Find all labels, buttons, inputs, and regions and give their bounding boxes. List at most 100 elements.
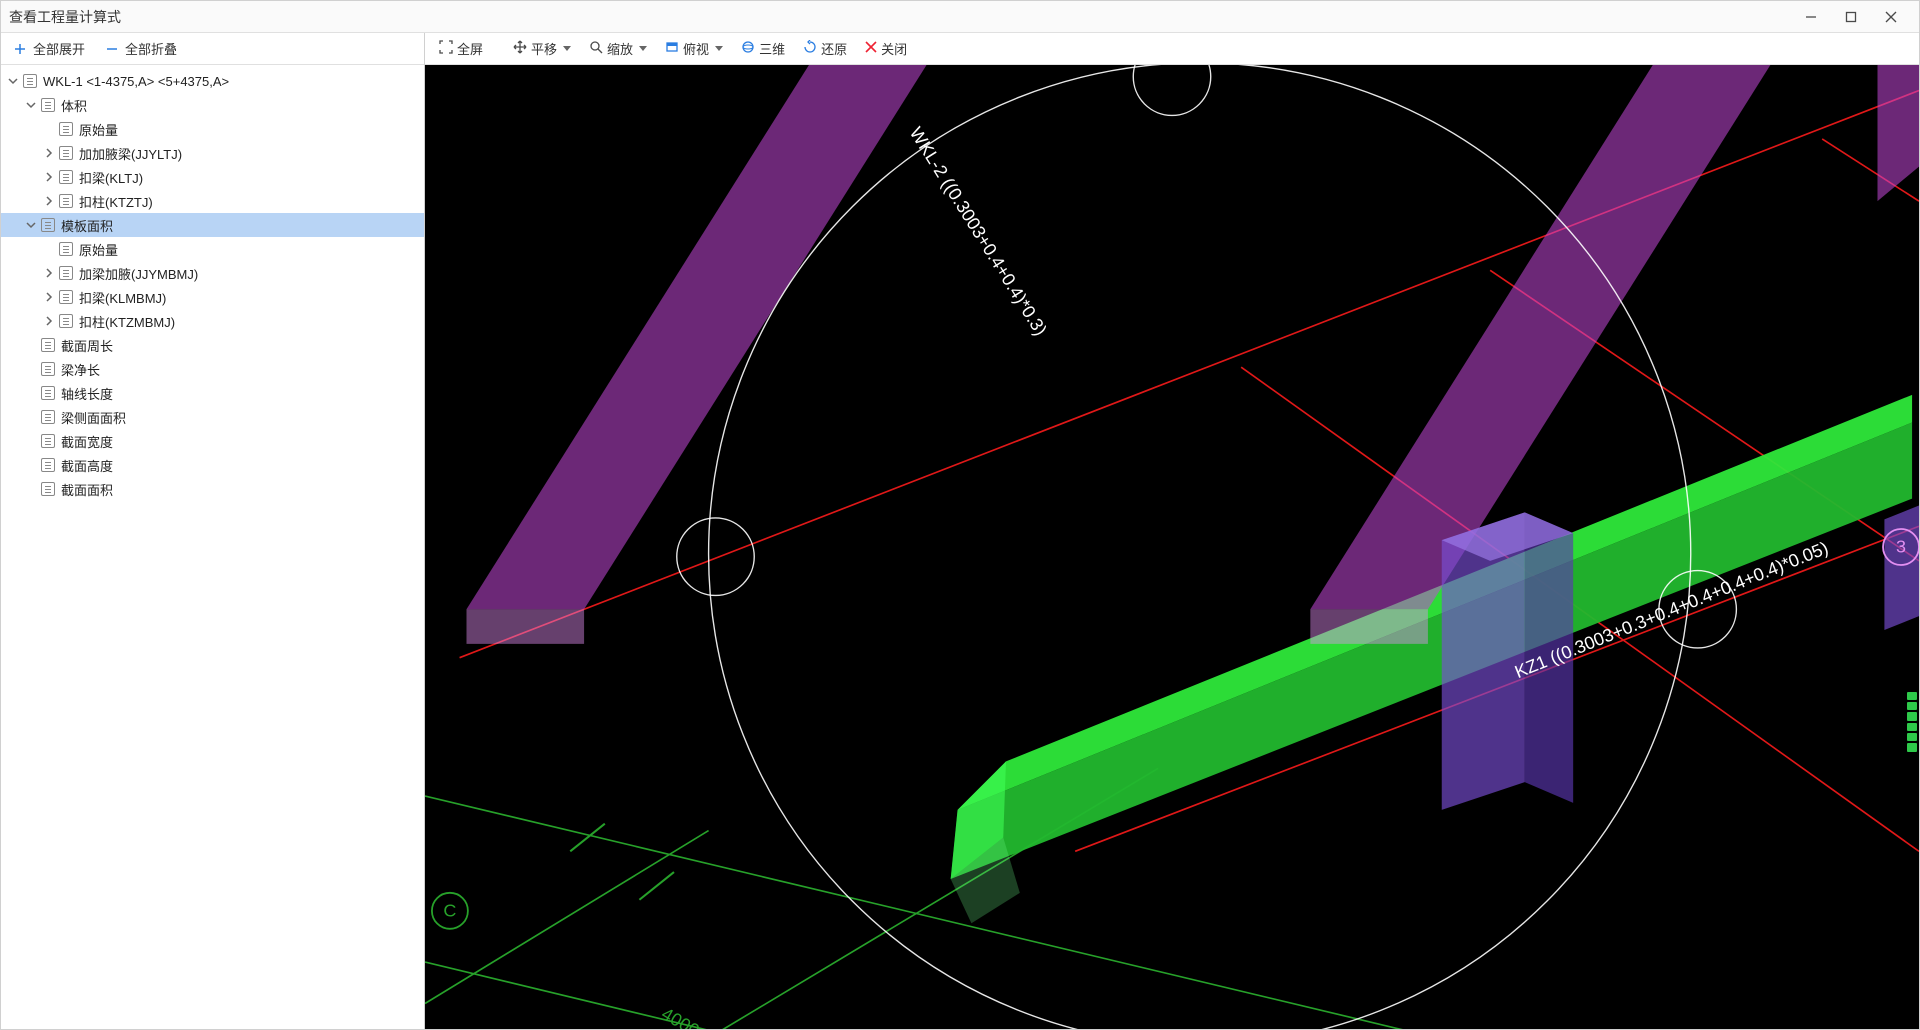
window-title: 查看工程量计算式	[9, 7, 1791, 27]
list-icon	[23, 74, 37, 88]
tree-item[interactable]: 扣柱(KTZMBMJ)	[1, 309, 424, 333]
tree-item-label: 体积	[61, 96, 87, 115]
close-label: 关闭	[881, 39, 907, 58]
right-toolbar: 全屏 平移 缩放	[425, 33, 1919, 65]
zoom-button[interactable]: 缩放	[581, 36, 655, 61]
tree[interactable]: WKL-1 <1-4375,A> <5+4375,A>体积原始量加加腋梁(JJY…	[1, 65, 424, 1029]
list-icon	[59, 122, 73, 136]
three-d-icon	[741, 40, 755, 57]
tree-item-label: 截面宽度	[61, 432, 113, 451]
tree-item-label: 加加腋梁(JJYLTJ)	[79, 144, 182, 163]
tree-item-label: 加梁加腋(JJYMBMJ)	[79, 264, 198, 283]
tree-toggle-icon[interactable]	[41, 289, 57, 305]
tree-item-label: 截面高度	[61, 456, 113, 475]
viewport-3d[interactable]: CB1234000WKL-2 ((0.3003+0.4+0.4)*0.3)KZ1…	[425, 65, 1919, 1029]
chevron-down-icon	[639, 46, 647, 51]
tree-item-label: 扣柱(KTZMBMJ)	[79, 312, 175, 331]
list-icon	[59, 266, 73, 280]
fullscreen-button[interactable]: 全屏	[431, 36, 491, 61]
content: 全部展开 全部折叠 WKL-1 <1-4375,A> <5+4375,A> 体积原…	[1, 33, 1919, 1029]
tree-item[interactable]: 体积	[1, 93, 424, 117]
tree-toggle-icon[interactable]	[5, 73, 21, 89]
tree-item[interactable]: 截面高度	[1, 453, 424, 477]
list-icon	[59, 242, 73, 256]
close-button[interactable]	[1871, 3, 1911, 31]
left-toolbar: 全部展开 全部折叠	[1, 33, 424, 65]
tree-item-label: 扣柱(KTZTJ)	[79, 192, 153, 211]
list-icon	[41, 98, 55, 112]
list-icon	[59, 314, 73, 328]
right-panel: 全屏 平移 缩放	[425, 33, 1919, 1029]
tree-item-label: 模板面积	[61, 216, 113, 235]
collapse-all-button[interactable]: 全部折叠	[101, 37, 181, 60]
pan-icon	[513, 40, 527, 57]
list-icon	[41, 338, 55, 352]
list-icon	[41, 482, 55, 496]
tree-item[interactable]: 截面周长	[1, 333, 424, 357]
tree-item[interactable]: 截面面积	[1, 477, 424, 501]
top-view-button[interactable]: 俯视	[657, 36, 731, 61]
svg-text:3: 3	[1896, 537, 1906, 557]
pan-label: 平移	[531, 39, 557, 58]
restore-button[interactable]: 还原	[795, 36, 855, 61]
mini-scroll-indicator	[1907, 692, 1917, 752]
tree-item[interactable]: 扣梁(KLTJ)	[1, 165, 424, 189]
tree-item[interactable]: 梁侧面面积	[1, 405, 424, 429]
three-d-button[interactable]: 三维	[733, 36, 793, 61]
zoom-icon	[589, 40, 603, 57]
tree-toggle-icon[interactable]	[23, 217, 39, 233]
chevron-down-icon	[563, 46, 571, 51]
close-icon	[865, 41, 877, 56]
tree-toggle-icon[interactable]	[23, 97, 39, 113]
tree-toggle-icon[interactable]	[41, 265, 57, 281]
tree-item[interactable]: 扣柱(KTZTJ)	[1, 189, 424, 213]
tree-item[interactable]: 模板面积	[1, 213, 424, 237]
tree-item-label: 梁净长	[61, 360, 100, 379]
fullscreen-icon	[439, 40, 453, 57]
tree-item-label: 梁侧面面积	[61, 408, 126, 427]
left-panel: 全部展开 全部折叠 WKL-1 <1-4375,A> <5+4375,A> 体积原…	[1, 33, 425, 1029]
tree-toggle-icon[interactable]	[41, 193, 57, 209]
tree-item[interactable]: 原始量	[1, 237, 424, 261]
tree-item-label: 截面面积	[61, 480, 113, 499]
list-icon	[41, 458, 55, 472]
tree-item-label: 原始量	[79, 240, 118, 259]
expand-all-label: 全部展开	[33, 39, 85, 58]
tree-toggle-icon[interactable]	[41, 313, 57, 329]
list-icon	[59, 194, 73, 208]
list-icon	[41, 386, 55, 400]
pan-button[interactable]: 平移	[505, 36, 579, 61]
three-d-label: 三维	[759, 39, 785, 58]
list-icon	[59, 290, 73, 304]
top-view-icon	[665, 40, 679, 57]
tree-item[interactable]: 扣梁(KLMBMJ)	[1, 285, 424, 309]
restore-label: 还原	[821, 39, 847, 58]
tree-item-label: 轴线长度	[61, 384, 113, 403]
tree-toggle-icon[interactable]	[41, 145, 57, 161]
tree-item-label: 扣梁(KLTJ)	[79, 168, 143, 187]
list-icon	[41, 434, 55, 448]
tree-item[interactable]: 原始量	[1, 117, 424, 141]
list-icon	[41, 362, 55, 376]
list-icon	[41, 410, 55, 424]
tree-item[interactable]: 加梁加腋(JJYMBMJ)	[1, 261, 424, 285]
tree-item-label: WKL-1 <1-4375,A> <5+4375,A>	[43, 74, 229, 89]
tree-item[interactable]: 截面宽度	[1, 429, 424, 453]
titlebar: 查看工程量计算式	[1, 1, 1919, 33]
restore-icon	[803, 40, 817, 57]
expand-all-button[interactable]: 全部展开	[9, 37, 89, 60]
maximize-button[interactable]	[1831, 3, 1871, 31]
tree-item[interactable]: 加加腋梁(JJYLTJ)	[1, 141, 424, 165]
list-icon	[59, 146, 73, 160]
tree-item[interactable]: 梁净长	[1, 357, 424, 381]
tree-toggle-icon[interactable]	[41, 169, 57, 185]
chevron-down-icon	[715, 46, 723, 51]
minimize-button[interactable]	[1791, 3, 1831, 31]
tree-item[interactable]: WKL-1 <1-4375,A> <5+4375,A>	[1, 69, 424, 93]
tree-item-label: 原始量	[79, 120, 118, 139]
collapse-all-label: 全部折叠	[125, 39, 177, 58]
tree-item-label: 截面周长	[61, 336, 113, 355]
collapse-all-icon	[105, 42, 119, 56]
close-view-button[interactable]: 关闭	[857, 36, 915, 61]
tree-item[interactable]: 轴线长度	[1, 381, 424, 405]
